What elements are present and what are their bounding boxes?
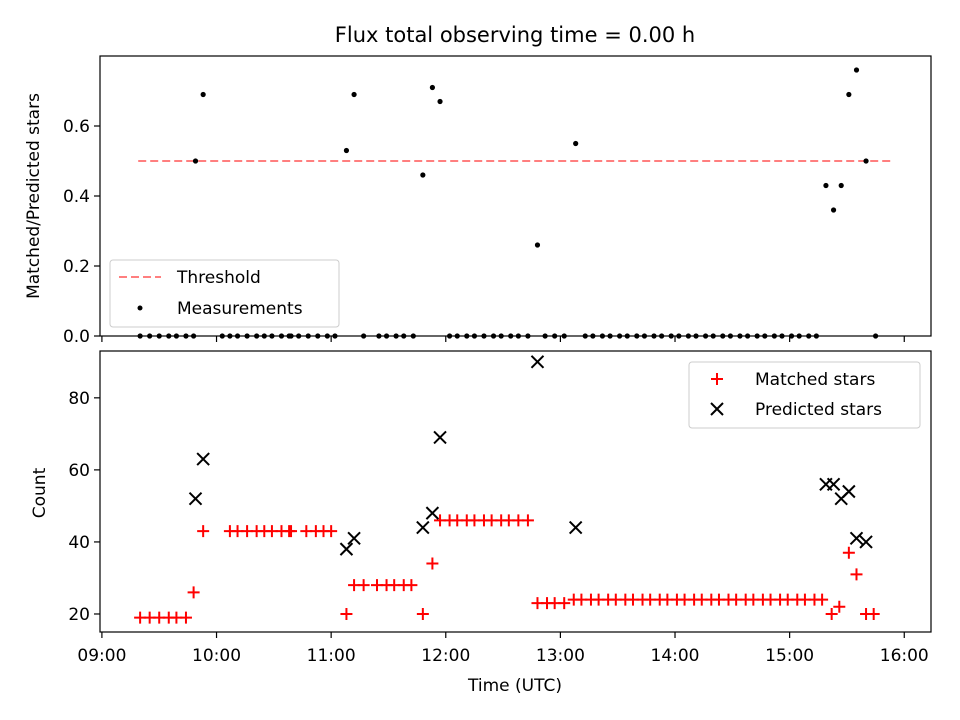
ratio-plot-ytick-label: 0.6 <box>63 117 90 137</box>
count-plot-xtick-label: 11:00 <box>307 646 356 666</box>
measurement-point <box>838 182 844 189</box>
count-plot: 20 40 60 80 09:00 10:00 11:00 12:00 13:00 14:00 15… <box>30 350 932 696</box>
predicted-star-point <box>530 355 545 369</box>
measurement-point <box>534 242 541 248</box>
predicted-star-point <box>416 520 430 535</box>
legend-frame <box>109 259 340 328</box>
ratio-plot-ytick-label: 0.0 <box>63 327 90 347</box>
matched-star-point <box>405 579 418 592</box>
measurement-point <box>437 98 443 105</box>
matched-star-point <box>558 597 571 610</box>
predicted-star-point <box>425 506 440 520</box>
measurement-point <box>429 84 435 91</box>
ratio-plot-frame <box>99 55 932 337</box>
matched-star-point <box>285 525 298 538</box>
predicted-star-point <box>188 491 203 506</box>
measurement-point <box>192 158 199 164</box>
ratio-plot-ytick-label: 0.4 <box>63 187 90 207</box>
count-plot-ytick-label: 80 <box>68 389 90 409</box>
count-plot-xtick-label: 16:00 <box>880 646 929 666</box>
matched-star-point <box>340 607 353 620</box>
matched-star-point <box>187 586 200 599</box>
predicted-star-point <box>433 430 447 445</box>
predicted-star-point <box>842 484 856 499</box>
matched-star-point <box>825 607 838 620</box>
matched-star-point <box>867 607 880 620</box>
legend-predicted-swatch <box>710 402 724 416</box>
matched-star-point <box>325 525 338 538</box>
count-plot-xtick-label: 13:00 <box>536 646 585 666</box>
legend-measurements-swatch <box>137 305 143 311</box>
count-plot-xlabel: Time (UTC) <box>467 676 562 696</box>
matched-star-point <box>842 546 855 559</box>
predicted-star-point <box>347 531 361 546</box>
count-plot-frame <box>99 350 932 633</box>
legend-threshold-label: Threshold <box>176 268 261 288</box>
legend-matched-swatch <box>711 373 723 385</box>
legend-predicted-label: Predicted stars <box>755 400 882 420</box>
predicted-star-point <box>859 535 873 549</box>
matched-star-point <box>426 557 439 570</box>
measurement-point <box>343 147 350 154</box>
count-plot-ytick-label: 40 <box>68 533 90 553</box>
count-plot-xtick-label: 09:00 <box>77 646 126 666</box>
count-plot-ytick-label: 60 <box>68 461 90 481</box>
predicted-star-point <box>196 452 210 466</box>
count-plot-ylabel: Count <box>30 467 50 518</box>
legend-matched-label: Matched stars <box>755 370 875 390</box>
ratio-plot-ylabel: Matched/Predicted stars <box>24 93 44 299</box>
matched-star-point <box>521 514 534 527</box>
matched-star-point <box>179 611 192 624</box>
matched-star-point <box>197 525 210 538</box>
measurement-point <box>853 67 860 73</box>
count-plot-legend: Matched stars Predicted stars <box>688 361 921 429</box>
predicted-star-point <box>849 531 864 546</box>
legend-frame <box>688 361 921 429</box>
matched-star-point <box>357 579 370 592</box>
measurement-point <box>351 91 357 98</box>
matched-star-point <box>850 568 863 581</box>
measurement-point <box>830 207 837 213</box>
measurement-point <box>200 91 206 98</box>
ratio-plot-legend: Threshold Measurements <box>109 259 340 328</box>
count-plot-ytick-label: 20 <box>68 605 90 625</box>
legend-measurements-label: Measurements <box>177 299 303 319</box>
ratio-plot: 0.0 0.2 0.4 0.6 Matched/Predicted stars Thr… <box>24 55 932 347</box>
measurement-point <box>573 140 579 147</box>
predicted-star-point <box>826 477 841 492</box>
predicted-star-point <box>568 520 583 535</box>
predicted-star-point <box>339 542 354 556</box>
chart-title: Flux total observing time = 0.00 h <box>335 23 695 47</box>
measurement-point <box>823 182 829 189</box>
count-plot-xtick-label: 14:00 <box>651 646 700 666</box>
measurement-point <box>420 172 426 178</box>
matched-star-point <box>833 600 846 613</box>
measurement-point <box>863 158 869 164</box>
measurement-point <box>846 91 852 98</box>
matched-star-point <box>416 607 429 620</box>
ratio-plot-ytick-label: 0.2 <box>63 257 90 277</box>
count-plot-xtick-label: 12:00 <box>421 646 470 666</box>
count-plot-xtick-label: 10:00 <box>192 646 241 666</box>
matched-star-point <box>816 593 829 606</box>
count-plot-xtick-label: 15:00 <box>765 646 814 666</box>
